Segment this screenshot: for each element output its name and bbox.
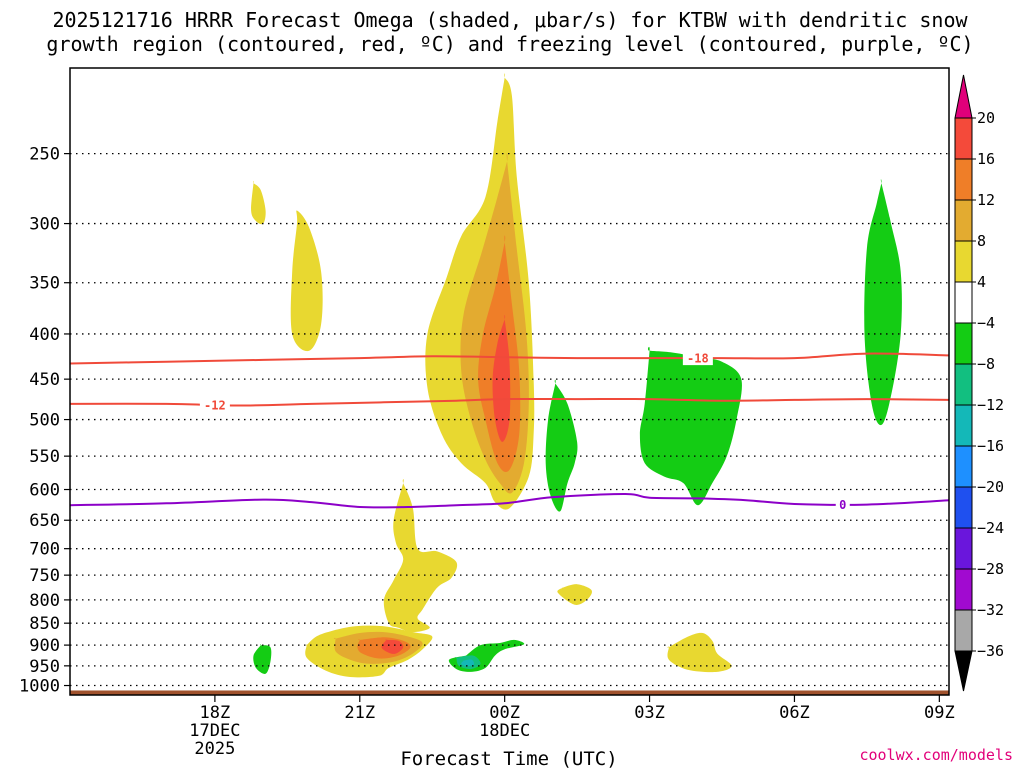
omega-minus12-low — [461, 659, 475, 667]
ytick-label-1000: 1000 — [19, 677, 60, 697]
freezing-level-0 — [70, 492, 949, 509]
y-axis-ticks: 2503003504004505005506006507007508008509… — [19, 145, 70, 697]
xtick-label-0-1: 17DEC — [189, 721, 240, 741]
colorbar-segment-1 — [954, 158, 973, 201]
ytick-label-400: 400 — [29, 325, 60, 345]
ytick-label-950: 950 — [29, 657, 60, 677]
ground-surface — [70, 690, 949, 695]
colorbar-segment-9 — [954, 486, 973, 529]
colorbar-segment-0 — [954, 117, 973, 160]
colorbar-label-5: −4 — [977, 314, 995, 332]
omega-minus4-far-left — [253, 644, 272, 674]
xtick-label-2-1: 18DEC — [479, 721, 530, 741]
colorbar-segment-3 — [954, 240, 973, 283]
freezing-level-0-label-bg — [835, 497, 850, 512]
credit-text: coolwx.com/models — [859, 746, 1013, 764]
ytick-label-650: 650 — [29, 511, 60, 531]
xtick-label-1-0: 21Z — [344, 703, 375, 723]
colorbar-segment-8 — [954, 445, 973, 488]
omega-shaded-layer — [251, 73, 902, 678]
ytick-label-700: 700 — [29, 540, 60, 560]
colorbar-segment-5 — [954, 322, 973, 365]
omega-4-right-low — [667, 632, 732, 673]
xtick-label-3-0: 03Z — [634, 703, 665, 723]
plot-frame — [69, 67, 950, 696]
ytick-label-900: 900 — [29, 636, 60, 656]
colorbar-label-2: 12 — [977, 191, 995, 209]
xtick-label-4-0: 06Z — [779, 703, 810, 723]
colorbar: 20 16 12 8 4 −4 −8 −12 −16 −20 −24 −28 −32 −36 — [954, 74, 1004, 692]
x-axis-label: Forecast Time (UTC) — [400, 748, 617, 768]
omega-4-mid-small — [557, 584, 592, 605]
ytick-label-600: 600 — [29, 481, 60, 501]
colorbar-segment-6 — [954, 363, 973, 406]
colorbar-label-4: 4 — [977, 273, 986, 291]
dendritic-minus18-label: -18 — [687, 352, 709, 366]
ytick-label-750: 750 — [29, 566, 60, 586]
colorbar-label-10: −24 — [977, 519, 1004, 537]
colorbar-segment-2 — [954, 199, 973, 242]
colorbar-bottom-arrow — [954, 650, 973, 692]
ytick-label-500: 500 — [29, 411, 60, 431]
title-line-1: 2025121716 HRRR Forecast Omega (shaded, … — [52, 8, 968, 32]
xtick-label-5-0: 09Z — [924, 703, 955, 723]
colorbar-segment-12 — [954, 609, 973, 652]
colorbar-segment-7 — [954, 404, 973, 447]
pressure-gridlines — [70, 152, 949, 687]
omega-4-small-upper — [251, 180, 266, 225]
ytick-label-800: 800 — [29, 591, 60, 611]
contour-layer: -18 -12 0 — [70, 351, 949, 512]
colorbar-label-1: 16 — [977, 150, 995, 168]
dendritic-minus12 — [70, 397, 949, 407]
omega-16-main — [492, 315, 511, 442]
colorbar-label-0: 20 — [977, 109, 995, 127]
colorbar-label-7: −12 — [977, 396, 1004, 414]
ytick-label-300: 300 — [29, 215, 60, 235]
colorbar-segment-4 — [954, 281, 973, 324]
dendritic-minus18-label-bg — [682, 351, 713, 366]
title-line-2: growth region (contoured, red, ºC) and f… — [46, 32, 973, 56]
colorbar-label-3: 8 — [977, 232, 986, 250]
colorbar-label-6: −8 — [977, 355, 995, 373]
omega-16-low-blob — [381, 639, 404, 654]
omega-minus4-mid-rect — [639, 346, 742, 506]
colorbar-top-arrow — [954, 74, 973, 119]
freezing-level-0-label: 0 — [839, 498, 846, 512]
chart-title: 2025121716 HRRR Forecast Omega (shaded, … — [46, 8, 973, 56]
xtick-label-0-0: 18Z — [200, 703, 231, 723]
omega-4-mid-chain — [383, 479, 458, 633]
ytick-label-850: 850 — [29, 614, 60, 634]
colorbar-label-11: −28 — [977, 560, 1004, 578]
omega-minus4-thin — [545, 379, 578, 512]
colorbar-label-12: −32 — [977, 601, 1004, 619]
ytick-label-350: 350 — [29, 274, 60, 294]
colorbar-segment-11 — [954, 568, 973, 611]
dendritic-minus12-label-bg — [199, 397, 230, 412]
ytick-label-250: 250 — [29, 145, 60, 165]
colorbar-segment-10 — [954, 527, 973, 570]
ytick-label-450: 450 — [29, 370, 60, 390]
xtick-label-2-0: 00Z — [489, 703, 520, 723]
dendritic-minus12-label: -12 — [204, 398, 226, 412]
ytick-label-550: 550 — [29, 447, 60, 467]
xtick-label-0-2: 2025 — [194, 739, 235, 759]
omega-4-left-upper — [290, 210, 323, 352]
colorbar-label-13: −36 — [977, 642, 1004, 660]
dendritic-minus18 — [70, 352, 949, 365]
colorbar-label-8: −16 — [977, 437, 1004, 455]
colorbar-label-9: −20 — [977, 478, 1004, 496]
omega-minus4-right-tall — [864, 179, 902, 426]
